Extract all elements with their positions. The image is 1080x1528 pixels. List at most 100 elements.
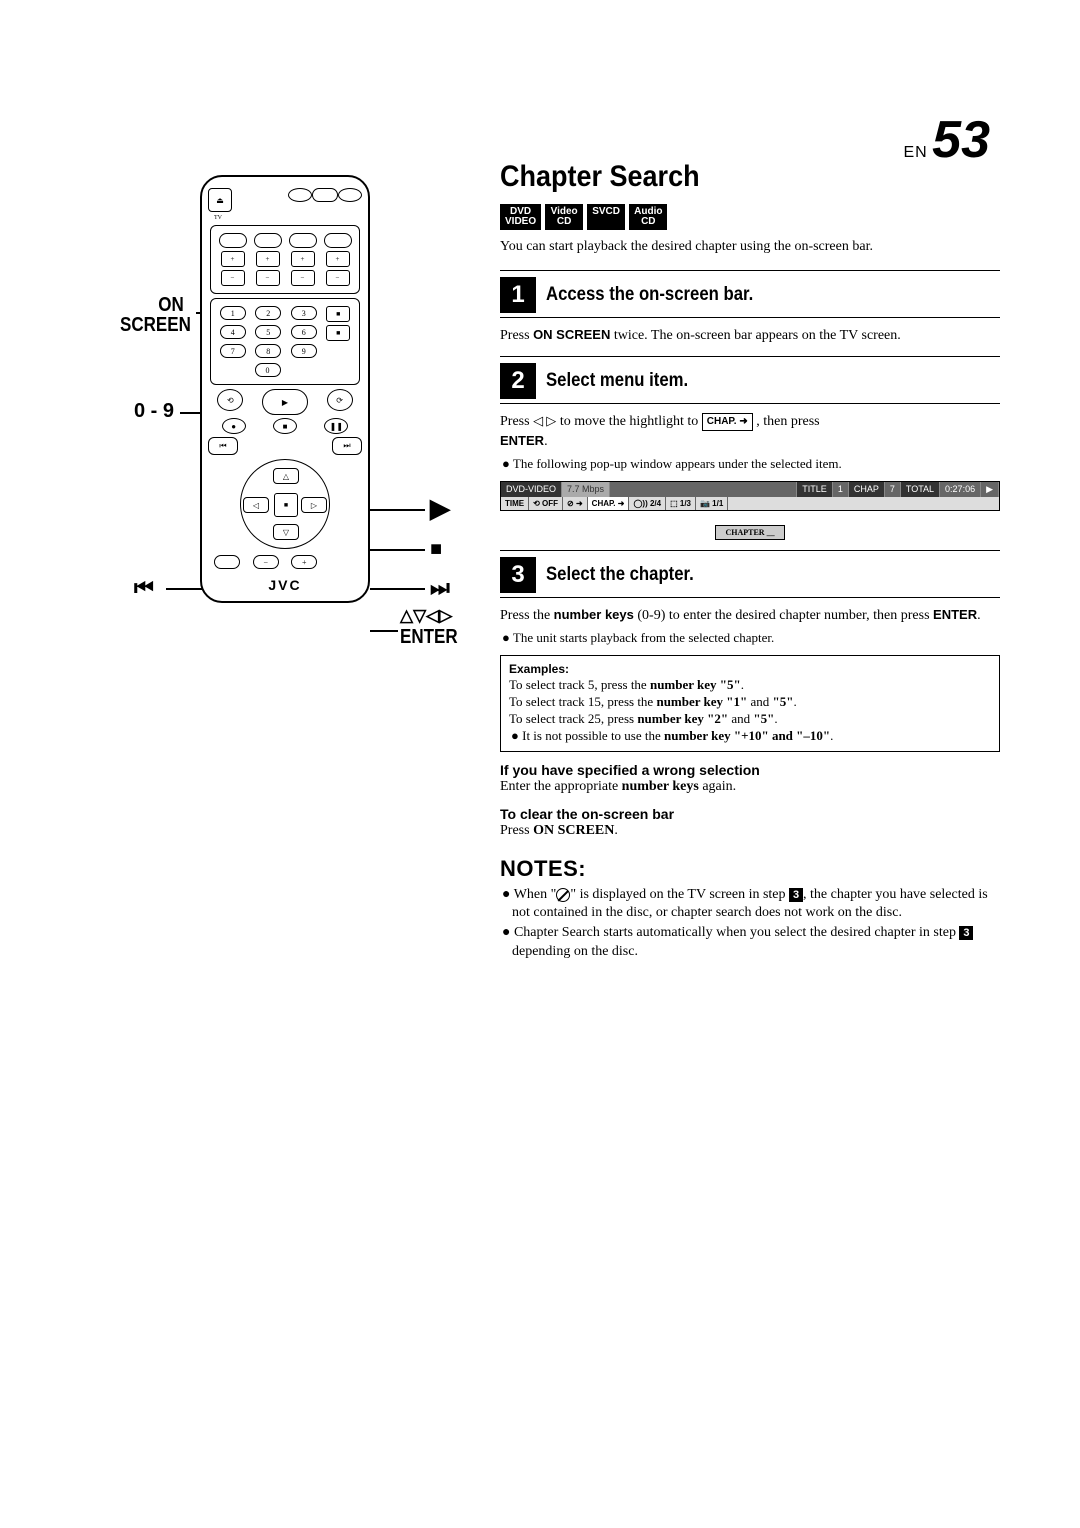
remote-num-8: 8: [255, 344, 281, 358]
lead-next: [370, 588, 425, 590]
step-divider: [500, 403, 1000, 404]
remote-btn: ■: [326, 306, 350, 322]
remote-btn-onscreen: [219, 233, 247, 248]
chap-highlight: CHAP. ➜: [702, 413, 753, 431]
remote-num-2: 2: [255, 306, 281, 320]
step-2-title: Select menu item.: [546, 370, 688, 392]
remote-num-4: 4: [220, 325, 246, 339]
osb-popup: CHAPTER __: [715, 525, 785, 540]
remote-btn: −: [253, 555, 279, 569]
remote-btn: [288, 188, 312, 202]
step-3-heading: 3 Select the chapter.: [500, 550, 1000, 593]
remote-btn: −: [256, 270, 280, 286]
intro-text: You can start playback the desired chapt…: [500, 238, 1000, 256]
remote-column: ON SCREEN 0 - 9 ⏮ ▶ ■ ⏭ △▽◁▷ ENTER ⏏: [100, 160, 480, 963]
remote-nav-circle: △ ▽ ◁ ▷ ■: [240, 459, 330, 549]
remote-arrow-left: ◁: [243, 497, 269, 513]
step-2-bullet: ● The following pop-up window appears un…: [500, 456, 1000, 473]
badge-dvd-video: DVDVIDEO: [500, 204, 541, 230]
remote-btn: +: [221, 251, 245, 267]
remote-prev: ⏮: [208, 437, 238, 455]
chapter-title: Chapter Search: [500, 160, 950, 194]
remote-num-7: 7: [220, 344, 246, 358]
remote-btn: [254, 233, 282, 248]
remote-num-6: 6: [291, 325, 317, 339]
callout-numbers: 0 - 9: [134, 400, 174, 423]
clear-bar-text: Press ON SCREEN.: [500, 822, 1000, 840]
step-3-body: Press the number keys (0-9) to enter the…: [500, 606, 1000, 626]
media-badges: DVDVIDEO VideoCD SVCD AudioCD: [500, 204, 1000, 230]
step-1-heading: 1 Access the on-screen bar.: [500, 270, 1000, 313]
remote-btn: [214, 555, 240, 569]
remote-arrow-right: ▷: [301, 497, 327, 513]
prohibit-icon: [556, 888, 570, 902]
step-divider: [500, 597, 1000, 598]
remote-btn: [324, 233, 352, 248]
remote-num-1: 1: [220, 306, 246, 320]
callout-play: ▶: [430, 493, 450, 524]
content-wrap: ON SCREEN 0 - 9 ⏮ ▶ ■ ⏭ △▽◁▷ ENTER ⏏: [100, 160, 1000, 963]
notes-heading: NOTES:: [500, 856, 1000, 882]
example-bullet: ● It is not possible to use the number k…: [509, 728, 991, 745]
remote-btn: ●: [222, 418, 246, 434]
remote-stop: ■: [273, 418, 297, 434]
remote-btn: ⏏: [208, 188, 232, 212]
examples-title: Examples:: [509, 662, 991, 678]
callout-on-screen: ON SCREEN: [120, 295, 184, 335]
clear-bar-heading: To clear the on-screen bar: [500, 806, 1000, 822]
wrong-selection-heading: If you have specified a wrong selection: [500, 762, 1000, 778]
lead-play: [370, 509, 425, 511]
callout-next: ⏭: [430, 575, 450, 601]
step-3-number: 3: [500, 557, 536, 593]
remote-btn: +: [256, 251, 280, 267]
step-1-number: 1: [500, 277, 536, 313]
remote-btn: −: [291, 270, 315, 286]
step-2-heading: 2 Select menu item.: [500, 356, 1000, 399]
remote-num-5: 5: [255, 325, 281, 339]
remote-panel-top: + + + + − − − −: [210, 225, 360, 294]
osb-row2: TIME ⟲ OFF ⊘ ➜ CHAP. ➜ ◯)) 2/4 ⬚ 1/3 📷 1…: [501, 497, 999, 510]
example-line: To select track 25, press number key "2"…: [509, 711, 991, 728]
inline-step-icon: 3: [789, 888, 803, 902]
remote-btn: [289, 233, 317, 248]
wrong-selection-text: Enter the appropriate number keys again.: [500, 778, 1000, 796]
step-2-number: 2: [500, 363, 536, 399]
badge-svcd: SVCD: [587, 204, 625, 230]
tv-label: TV: [214, 215, 362, 221]
remote-num-0: 0: [255, 363, 281, 377]
remote-btn: −: [326, 270, 350, 286]
onscreen-bar: DVD-VIDEO 7.7 Mbps TITLE 1 CHAP 7 TOTAL …: [500, 481, 1000, 511]
remote-btn: +: [291, 555, 317, 569]
step-1-body: Press ON SCREEN twice. The on-screen bar…: [500, 326, 1000, 346]
step-2-body: Press ◁ ▷ to move the hightlight to CHAP…: [500, 412, 1000, 452]
step-divider: [500, 317, 1000, 318]
remote-num-9: 9: [291, 344, 317, 358]
remote-btn: [338, 188, 362, 202]
remote-btn: +: [291, 251, 315, 267]
osb-row1: DVD-VIDEO 7.7 Mbps TITLE 1 CHAP 7 TOTAL …: [501, 482, 999, 497]
example-line: To select track 15, press the number key…: [509, 694, 991, 711]
remote-arrow-up: △: [273, 468, 299, 484]
osb-chap-highlight: CHAP. ➜: [588, 497, 630, 510]
step-3-title: Select the chapter.: [546, 564, 694, 586]
remote-area: ON SCREEN 0 - 9 ⏮ ▶ ■ ⏭ △▽◁▷ ENTER ⏏: [100, 160, 480, 603]
remote-btn: [326, 344, 350, 360]
remote-num-3: 3: [291, 306, 317, 320]
examples-box: Examples: To select track 5, press the n…: [500, 655, 1000, 752]
remote-btn: ⟳: [327, 389, 353, 411]
remote-btn: +: [326, 251, 350, 267]
remote-number-pad: 1 2 3 ■ 4 5 6 ■ 7 8 9: [210, 298, 360, 385]
remote-brand: JVC: [208, 577, 362, 593]
remote-next: ⏭: [332, 437, 362, 455]
step-1-title: Access the on-screen bar.: [546, 284, 753, 306]
lead-prev: [166, 588, 206, 590]
page-prefix: EN: [903, 144, 927, 161]
note-item: ● When "" is displayed on the TV screen …: [500, 886, 1000, 922]
callout-prev: ⏮: [134, 575, 154, 601]
remote-btn: ■: [326, 325, 350, 341]
remote-arrow-down: ▽: [273, 524, 299, 540]
remote-play: ▶: [262, 389, 308, 415]
remote-btn: −: [221, 270, 245, 286]
step-3-bullet: ● The unit starts playback from the sele…: [500, 630, 1000, 647]
notes-list: ● When "" is displayed on the TV screen …: [500, 886, 1000, 961]
